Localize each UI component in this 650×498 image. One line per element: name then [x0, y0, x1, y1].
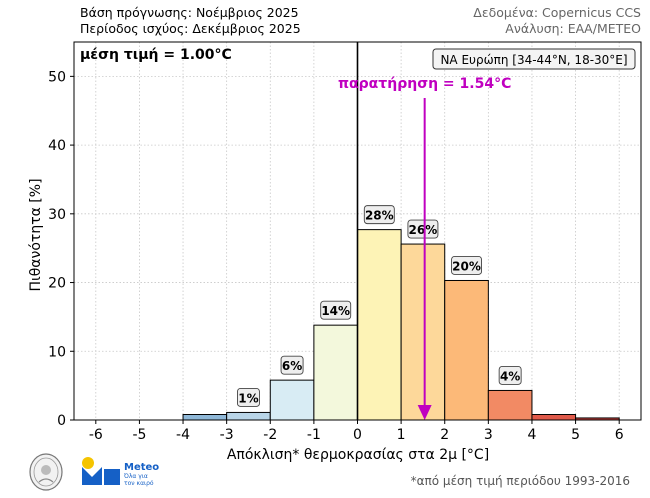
bar-label: 6% — [282, 359, 302, 373]
bars-layer — [182, 229, 620, 421]
x-tick-label: 2 — [440, 427, 449, 443]
x-tick-label: -2 — [263, 427, 277, 443]
y-tick-label: 50 — [48, 69, 66, 85]
x-tick-label: 4 — [528, 427, 537, 443]
histogram-bar — [313, 324, 358, 421]
histogram-bar — [400, 243, 446, 421]
bar-label: 4% — [500, 369, 520, 383]
header-left: Βάση πρόγνωσης: Νοέμβριος 2025 Περίοδος … — [80, 5, 301, 37]
bar-label-box — [451, 256, 482, 275]
meteo-logo: Meteo Όλα για τον καιρό — [80, 455, 170, 487]
x-tick-label: -4 — [176, 427, 190, 443]
bar-labels-layer: 1% 6% 14% 28% 26% 20% 4% — [237, 205, 522, 407]
observation-text: παρατήρηση = 1.54°C — [338, 76, 511, 92]
y-axis-label: Πιθανότητα [%] — [28, 178, 44, 291]
x-tick-label: 0 — [353, 427, 362, 443]
bar-label-box — [407, 219, 439, 239]
bar-label: 26% — [409, 223, 438, 237]
y-tick-label: 10 — [48, 344, 66, 360]
y-tick-label: 0 — [57, 413, 66, 429]
x-tick-label: -6 — [89, 427, 103, 443]
x-tick-label: -3 — [220, 427, 234, 443]
histogram-bar — [531, 414, 577, 421]
valid-period-text: Περίοδος ισχύος: Δεκέμβριος 2025 — [80, 21, 301, 36]
meteo-logo-sub2: τον καιρό — [124, 480, 154, 487]
observation-arrow — [417, 98, 432, 420]
meteo-logo-text: Meteo — [124, 462, 159, 473]
histogram-bar — [444, 279, 489, 421]
y-tick-label: 40 — [48, 138, 66, 154]
x-tick-label: 1 — [397, 427, 406, 443]
histogram-bar — [182, 414, 228, 421]
forecast-base-text: Βάση πρόγνωσης: Νοέμβριος 2025 — [80, 5, 299, 20]
mean-value-text: μέση τιμή = 1.00°C — [80, 47, 232, 63]
data-source-text: Δεδομένα: Copernicus CCS — [473, 5, 641, 20]
x-tick-label: 5 — [571, 427, 580, 443]
header-right: Δεδομένα: Copernicus CCS Ανάλυση: ΕΑΑ/ME… — [473, 5, 641, 37]
bar-label-box — [363, 205, 395, 225]
x-tick-label: 6 — [615, 427, 624, 443]
histogram-bar — [269, 379, 315, 421]
bar-label: 28% — [365, 209, 394, 223]
x-tick-label: -1 — [307, 427, 321, 443]
region-box: ΝΑ Ευρώπη [34-44°N, 18-30°E] — [432, 48, 636, 70]
meteo-logo-sub1: Όλα για — [123, 473, 148, 480]
analysis-text: Ανάλυση: ΕΑΑ/METEO — [505, 21, 641, 36]
bar-label-box — [498, 365, 522, 385]
histogram-bar — [487, 389, 533, 421]
bar-label-box — [280, 355, 304, 375]
bar-label: 20% — [452, 259, 481, 273]
x-tick-label: -5 — [132, 427, 146, 443]
histogram-bar — [357, 229, 402, 421]
x-tick-label: 3 — [484, 427, 493, 443]
histogram-bar — [226, 411, 271, 421]
region-text: ΝΑ Ευρώπη [34-44°N, 18-30°E] — [440, 53, 627, 67]
university-seal-logo — [28, 452, 64, 496]
y-tick-label: 20 — [48, 276, 66, 292]
ticks-layer: -6 -5 -4 -3 -2 -1 0 1 2 3 4 5 6 0 10 20 30 40 50 — [48, 69, 624, 443]
x-axis-label: Απόκλιση* θερμοκρασίας στα 2μ [°C] — [227, 447, 489, 463]
bar-label: 1% — [238, 391, 258, 405]
observation-arrow-head — [417, 405, 432, 420]
bar-label: 14% — [321, 304, 350, 318]
y-tick-label: 30 — [48, 207, 66, 223]
footnote: *από μέση τιμή περιόδου 1993-2016 — [410, 474, 630, 488]
bar-label-box — [237, 387, 260, 407]
histogram-chart: 1% 6% 14% 28% 26% 20% 4% -6 -5 -4 -3 -2 -1 0 1 2 3 4 5 6 0 1… — [28, 41, 642, 463]
bar-label-box — [320, 300, 352, 320]
